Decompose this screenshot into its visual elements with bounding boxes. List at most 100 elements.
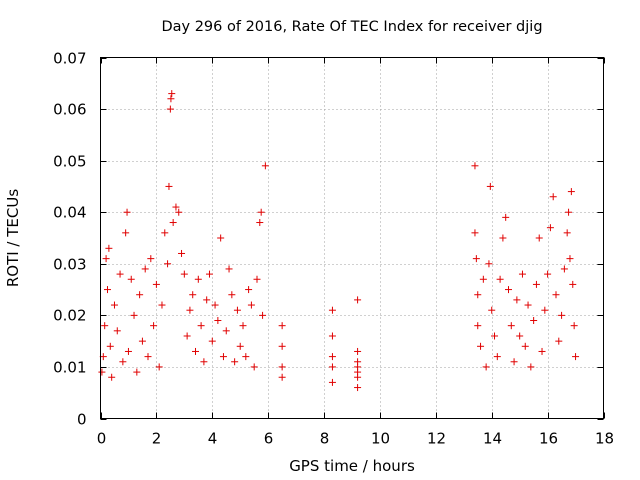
data-point <box>565 208 573 216</box>
data-point <box>194 275 202 283</box>
x-axis-label: GPS time / hours <box>289 457 415 475</box>
data-point <box>516 332 524 340</box>
data-point <box>572 353 580 361</box>
data-point <box>106 342 114 350</box>
data-point <box>180 270 188 278</box>
data-point <box>147 255 155 263</box>
data-point <box>133 368 141 376</box>
y-axis-label: ROTI / TECUs <box>4 189 22 287</box>
data-point <box>510 358 518 366</box>
data-point <box>552 291 560 299</box>
data-point <box>278 342 286 350</box>
data-point <box>328 353 336 361</box>
data-point <box>546 224 554 232</box>
data-point <box>278 363 286 371</box>
x-tick-label: 12 <box>427 430 446 448</box>
data-point <box>558 311 566 319</box>
x-tick-label: 2 <box>152 430 162 448</box>
data-point <box>253 275 261 283</box>
data-point <box>155 363 163 371</box>
data-point <box>354 384 362 392</box>
data-point <box>567 188 575 196</box>
data-point <box>491 332 499 340</box>
data-point <box>549 193 557 201</box>
data-point <box>479 275 487 283</box>
data-point <box>532 280 540 288</box>
data-point <box>103 286 111 294</box>
data-point <box>538 347 546 355</box>
x-tick-label: 16 <box>539 430 558 448</box>
data-point <box>563 229 571 237</box>
data-point <box>219 353 227 361</box>
data-point <box>127 275 135 283</box>
data-point <box>168 90 176 98</box>
x-tick-label: 6 <box>264 430 274 448</box>
data-point <box>499 234 507 242</box>
y-tick-label: 0 <box>77 411 87 429</box>
data-point <box>471 229 479 237</box>
x-tick-label: 4 <box>208 430 218 448</box>
data-point <box>474 291 482 299</box>
x-tick-label: 18 <box>595 430 614 448</box>
data-point <box>205 270 213 278</box>
data-point <box>98 368 106 376</box>
data-point <box>482 363 490 371</box>
data-point <box>328 306 336 314</box>
data-point <box>555 337 563 345</box>
data-point <box>521 342 529 350</box>
y-tick-label: 0.06 <box>53 101 86 119</box>
data-point <box>530 317 538 325</box>
y-tick-label: 0.05 <box>53 153 86 171</box>
y-tick-label: 0.07 <box>53 50 86 68</box>
data-point <box>242 353 250 361</box>
data-point <box>236 342 244 350</box>
data-point <box>524 301 532 309</box>
data-point <box>257 208 265 216</box>
grid <box>100 57 604 419</box>
chart-title: Day 296 of 2016, Rate Of TEC Index for r… <box>161 19 542 35</box>
data-point <box>110 301 118 309</box>
data-point <box>472 255 480 263</box>
data-point <box>228 291 236 299</box>
data-point <box>474 322 482 330</box>
data-point <box>122 229 130 237</box>
data-point <box>144 353 152 361</box>
data-point <box>256 219 264 227</box>
data-points <box>98 90 580 392</box>
plot-frame <box>100 57 604 419</box>
data-point <box>101 322 109 330</box>
data-point <box>471 162 479 170</box>
data-point <box>116 270 124 278</box>
data-point <box>527 363 535 371</box>
data-point <box>200 358 208 366</box>
data-point <box>172 203 180 211</box>
data-point <box>158 301 166 309</box>
data-point <box>569 280 577 288</box>
data-point <box>102 255 110 263</box>
data-point <box>167 95 175 103</box>
data-point <box>123 208 131 216</box>
data-point <box>541 306 549 314</box>
data-point <box>214 317 222 325</box>
data-point <box>136 291 144 299</box>
data-point <box>166 105 174 113</box>
data-point <box>496 275 504 283</box>
axis-ticks: 0 0.01 0.02 0.03 0.04 0.05 0.06 0.07 0 2 4 6 8 10 12 14… <box>53 50 614 448</box>
data-point <box>502 213 510 221</box>
x-tick-label: 8 <box>320 430 330 448</box>
data-point <box>189 291 197 299</box>
data-point <box>105 244 113 252</box>
data-point <box>233 306 241 314</box>
data-point <box>328 332 336 340</box>
data-point <box>165 182 173 190</box>
data-point <box>566 255 574 263</box>
data-point <box>119 358 127 366</box>
data-point <box>203 296 211 304</box>
data-point <box>225 265 233 273</box>
data-point <box>477 342 485 350</box>
data-point <box>486 182 494 190</box>
data-point <box>175 208 183 216</box>
data-point <box>560 265 568 273</box>
x-tick-label: 10 <box>371 430 390 448</box>
